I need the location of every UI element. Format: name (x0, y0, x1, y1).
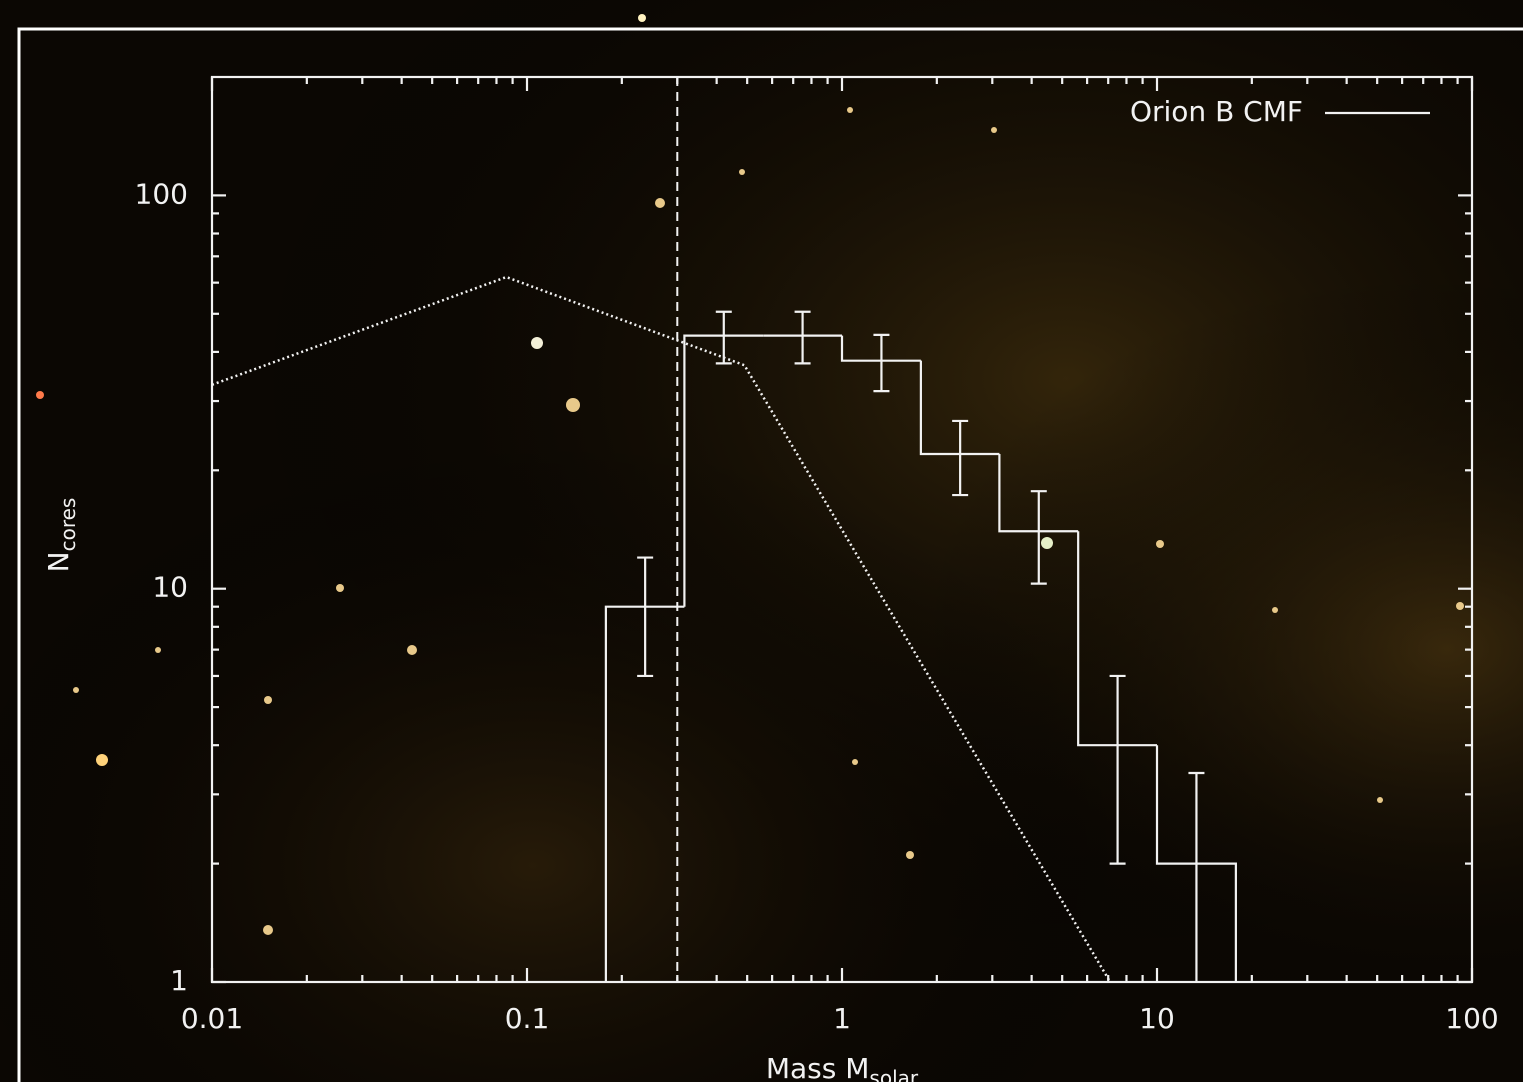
chart: Ncores Mass Msolar 0.01 0.1 1 10 100 1 10 100 Or… (0, 0, 1523, 1082)
page: {"chart_data": { "type": "histogram", "n… (0, 0, 1523, 1082)
x-tick-label: 0.01 (181, 1002, 243, 1035)
nebula (0, 0, 1523, 1082)
legend-label: Orion B CMF (1130, 95, 1303, 128)
x-label-sub: solar (869, 1066, 918, 1082)
y-tick-label: 1 (170, 964, 188, 997)
y-label-main: N (42, 551, 75, 572)
y-label-sub: cores (56, 498, 80, 552)
x-tick-label: 1 (833, 1002, 851, 1035)
x-tick-label: 0.1 (505, 1002, 550, 1035)
x-tick-label: 100 (1445, 1002, 1498, 1035)
x-tick-label: 10 (1139, 1002, 1175, 1035)
y-tick-label: 100 (135, 177, 188, 210)
x-label-main: Mass M (766, 1052, 870, 1082)
y-tick-label: 10 (152, 571, 188, 604)
